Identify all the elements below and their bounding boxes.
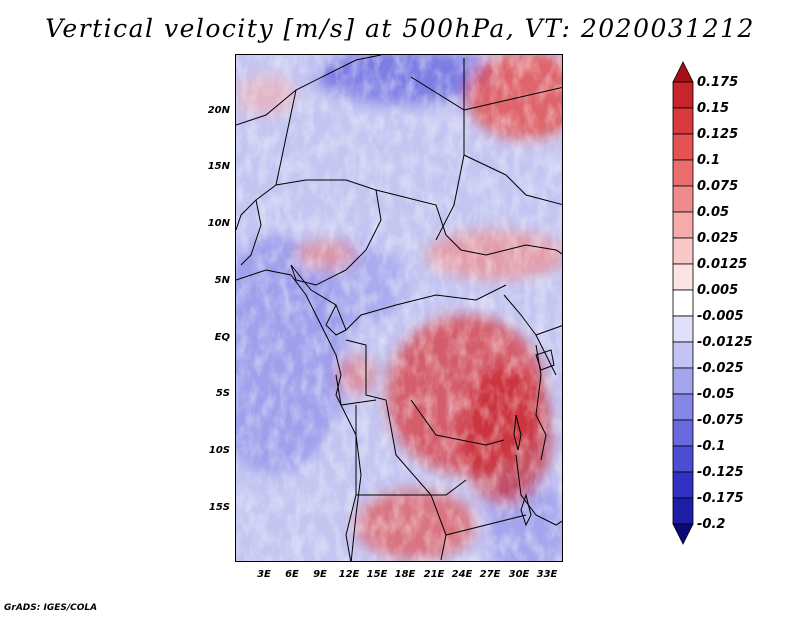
map-plot-area [235, 54, 563, 562]
colorbar-label: 0.075 [697, 179, 739, 194]
colorbar-segment [672, 61, 694, 83]
colorbar-segment [672, 523, 694, 545]
colorbar-segment [672, 185, 694, 213]
colorbar-label: -0.005 [697, 309, 744, 324]
colorbar-label: 0.175 [697, 75, 739, 90]
lon-label-30e: 30E [508, 569, 530, 580]
colorbar-label: -0.2 [697, 517, 726, 532]
colorbar-segment [672, 393, 694, 421]
colorbar-segment [672, 211, 694, 239]
lon-label-6e: 6E [285, 569, 299, 580]
colorbar-segment [672, 315, 694, 343]
colorbar-segment [672, 289, 694, 317]
colorbar [672, 61, 694, 545]
lon-label-3e: 3E [257, 569, 271, 580]
colorbar-segment [672, 471, 694, 499]
country-borders [236, 55, 562, 561]
lon-label-15e: 15E [366, 569, 388, 580]
colorbar-label: -0.05 [697, 387, 735, 402]
lat-label-10n: 10N [207, 218, 230, 229]
colorbar-segment [672, 81, 694, 109]
chart-title: Vertical velocity [m/s] at 500hPa, VT: 2… [45, 14, 755, 43]
lat-label-eq: EQ [214, 332, 230, 343]
lon-label-33e: 33E [536, 569, 558, 580]
colorbar-label: -0.0125 [697, 335, 753, 350]
colorbar-segment [672, 419, 694, 447]
lon-label-18e: 18E [394, 569, 416, 580]
lon-label-12e: 12E [338, 569, 360, 580]
colorbar-label: 0.05 [697, 205, 730, 220]
colorbar-segment [672, 497, 694, 525]
footer-credit: GrADS: IGES/COLA [4, 603, 98, 613]
velocity-field-map [236, 55, 562, 561]
colorbar-segment [672, 133, 694, 161]
lat-label-15s: 15S [208, 502, 230, 513]
colorbar-segment [672, 237, 694, 265]
lon-label-9e: 9E [313, 569, 327, 580]
lat-label-20n: 20N [207, 105, 230, 116]
colorbar-label: -0.025 [697, 361, 744, 376]
colorbar-label: 0.125 [697, 127, 739, 142]
colorbar-label: 0.005 [697, 283, 739, 298]
colorbar-label: 0.15 [697, 101, 730, 116]
colorbar-label: 0.1 [697, 153, 721, 168]
colorbar-segment [672, 445, 694, 473]
colorbar-label: 0.025 [697, 231, 739, 246]
lat-label-15n: 15N [207, 161, 230, 172]
colorbar-segment [672, 367, 694, 395]
colorbar-label: -0.1 [697, 439, 726, 454]
colorbar-segment [672, 107, 694, 135]
lon-label-27e: 27E [479, 569, 501, 580]
lat-label-5n: 5N [214, 275, 230, 286]
colorbar-label: -0.175 [697, 491, 744, 506]
colorbar-segment [672, 341, 694, 369]
colorbar-label: 0.0125 [697, 257, 748, 272]
colorbar-segment [672, 263, 694, 291]
colorbar-segment [672, 159, 694, 187]
lat-label-5s: 5S [215, 388, 230, 399]
lon-label-21e: 21E [423, 569, 445, 580]
colorbar-label: -0.075 [697, 413, 744, 428]
lon-label-24e: 24E [451, 569, 473, 580]
lat-label-10s: 10S [208, 445, 230, 456]
colorbar-label: -0.125 [697, 465, 744, 480]
